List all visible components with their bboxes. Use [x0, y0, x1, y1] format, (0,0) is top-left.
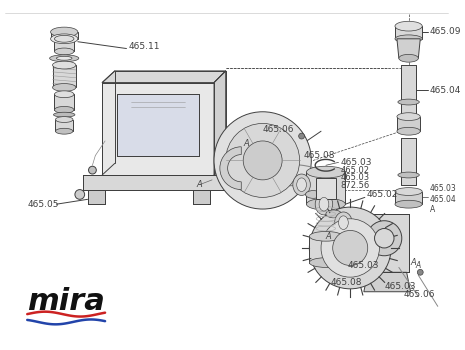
- Circle shape: [214, 112, 311, 209]
- Text: 872.56: 872.56: [340, 181, 370, 190]
- Ellipse shape: [319, 197, 329, 211]
- Ellipse shape: [56, 56, 72, 60]
- Ellipse shape: [54, 48, 74, 55]
- Ellipse shape: [398, 172, 419, 178]
- Circle shape: [75, 190, 85, 199]
- Circle shape: [374, 229, 394, 248]
- Text: A: A: [416, 261, 421, 270]
- Circle shape: [88, 166, 96, 174]
- Polygon shape: [117, 94, 199, 155]
- Text: 465.02: 465.02: [340, 166, 370, 175]
- Ellipse shape: [53, 61, 76, 69]
- Ellipse shape: [53, 84, 76, 91]
- Text: 465.08: 465.08: [331, 278, 362, 287]
- Text: A: A: [326, 232, 332, 241]
- Text: A: A: [411, 258, 416, 267]
- Ellipse shape: [397, 113, 420, 120]
- Circle shape: [299, 133, 305, 139]
- Ellipse shape: [345, 226, 360, 235]
- Ellipse shape: [397, 127, 420, 135]
- Polygon shape: [395, 191, 422, 204]
- Ellipse shape: [395, 35, 422, 43]
- Ellipse shape: [315, 194, 333, 215]
- Text: 465.09: 465.09: [430, 28, 461, 36]
- Polygon shape: [309, 236, 342, 262]
- Ellipse shape: [339, 216, 348, 230]
- Text: 465.06: 465.06: [263, 125, 294, 134]
- Text: A: A: [197, 180, 202, 189]
- Polygon shape: [53, 65, 76, 88]
- Ellipse shape: [55, 117, 73, 122]
- Circle shape: [367, 221, 402, 256]
- Polygon shape: [54, 39, 74, 51]
- Text: 465.08: 465.08: [304, 151, 335, 160]
- Text: 465.02: 465.02: [367, 190, 398, 199]
- Ellipse shape: [51, 34, 78, 44]
- Ellipse shape: [335, 212, 352, 233]
- Ellipse shape: [395, 188, 422, 195]
- Ellipse shape: [309, 231, 342, 241]
- Ellipse shape: [399, 54, 418, 62]
- Text: 465.03: 465.03: [347, 261, 379, 270]
- Ellipse shape: [54, 35, 74, 42]
- Circle shape: [321, 219, 379, 277]
- Text: 465.11: 465.11: [128, 42, 160, 51]
- Circle shape: [226, 124, 299, 197]
- Polygon shape: [364, 272, 411, 292]
- Polygon shape: [102, 83, 214, 175]
- Ellipse shape: [398, 99, 419, 105]
- Ellipse shape: [309, 258, 342, 267]
- Polygon shape: [51, 32, 78, 39]
- Polygon shape: [401, 65, 416, 117]
- Ellipse shape: [50, 55, 79, 62]
- Text: 465.05: 465.05: [27, 200, 59, 209]
- Ellipse shape: [53, 112, 75, 117]
- Polygon shape: [365, 214, 409, 272]
- Polygon shape: [316, 178, 336, 199]
- Circle shape: [418, 270, 423, 275]
- Ellipse shape: [293, 174, 310, 195]
- Polygon shape: [193, 190, 210, 204]
- Text: A: A: [243, 139, 249, 148]
- Wedge shape: [220, 147, 241, 190]
- Circle shape: [333, 230, 368, 265]
- Ellipse shape: [306, 166, 345, 178]
- Ellipse shape: [306, 190, 321, 198]
- Ellipse shape: [395, 200, 422, 208]
- Circle shape: [243, 141, 282, 180]
- Ellipse shape: [395, 21, 422, 31]
- Polygon shape: [55, 120, 73, 131]
- Polygon shape: [214, 71, 226, 175]
- Polygon shape: [401, 138, 416, 185]
- Text: 465.03: 465.03: [340, 158, 372, 167]
- Polygon shape: [87, 190, 105, 204]
- Ellipse shape: [54, 106, 74, 113]
- Text: mira: mira: [27, 287, 105, 316]
- Ellipse shape: [54, 91, 74, 98]
- Ellipse shape: [51, 27, 78, 37]
- Polygon shape: [306, 172, 345, 204]
- Text: 465.03: 465.03: [340, 173, 370, 182]
- Ellipse shape: [297, 178, 306, 191]
- Polygon shape: [397, 117, 420, 131]
- Polygon shape: [397, 39, 420, 58]
- Text: 465.03
465.04
A: 465.03 465.04 A: [430, 184, 457, 214]
- Ellipse shape: [326, 210, 341, 218]
- Polygon shape: [102, 71, 226, 83]
- Ellipse shape: [306, 198, 345, 210]
- Polygon shape: [83, 175, 226, 190]
- Ellipse shape: [55, 128, 73, 134]
- Text: 465.04: 465.04: [430, 86, 461, 95]
- Polygon shape: [54, 94, 74, 110]
- Text: 465.03: 465.03: [384, 282, 416, 292]
- Polygon shape: [395, 26, 422, 39]
- Text: 465.06: 465.06: [404, 290, 435, 299]
- Circle shape: [309, 207, 391, 289]
